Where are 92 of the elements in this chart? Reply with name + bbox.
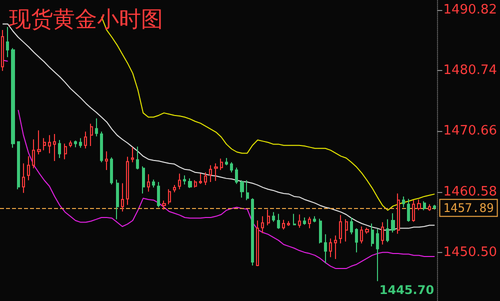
candlestick: [402, 196, 405, 208]
candlestick: [293, 213, 296, 226]
candlestick: [329, 238, 332, 258]
candlestick: [376, 228, 379, 282]
candlestick: [256, 220, 259, 267]
y-tick-label: 1450.50: [443, 244, 498, 260]
candlestick: [417, 198, 421, 211]
candlestick: [360, 226, 363, 244]
candlestick: [116, 179, 119, 220]
candlestick: [110, 156, 113, 185]
candlestick: [272, 212, 275, 222]
candlestick: [84, 131, 87, 149]
candlestick: [225, 158, 228, 166]
candlestick: [48, 134, 51, 154]
candlestick: [407, 198, 410, 222]
candlestick: [194, 180, 197, 188]
candlestick: [27, 156, 30, 181]
candlestick: [365, 227, 369, 234]
candlestick: [251, 198, 254, 266]
candlestick: [183, 174, 186, 185]
candlestick: [298, 214, 301, 228]
chart-title: 现货黄金小时图: [9, 8, 163, 32]
candlestick: [136, 146, 139, 170]
candlestick: [267, 209, 270, 226]
candlestick: [168, 188, 171, 205]
candlestick: [131, 146, 134, 163]
candlestick: [100, 131, 103, 163]
candlestick: [428, 204, 431, 212]
candlestick: [287, 220, 290, 226]
candlestick: [334, 235, 337, 260]
y-tick-label: 1480.74: [443, 63, 498, 78]
candlestick: [58, 139, 61, 159]
y-tick-label: 1470.66: [443, 124, 498, 139]
candlestick: [22, 162, 25, 194]
candlestick: [303, 216, 306, 226]
candlestick: [355, 228, 358, 253]
candlestick: [397, 192, 400, 234]
candlestick: [90, 123, 93, 146]
candlestick: [37, 130, 41, 155]
candlestick: [6, 26, 9, 58]
ref-line-label: 1457.89: [443, 200, 494, 215]
candlestick: [220, 158, 223, 171]
y-tick-label: 1490.82: [443, 2, 498, 18]
candlestick: [95, 118, 98, 137]
candlestick: [246, 180, 249, 201]
candlestick: [324, 234, 327, 264]
candlestick: [121, 182, 124, 212]
candlestick: [105, 150, 108, 171]
candlestick: [126, 156, 129, 206]
candlestick: [43, 138, 46, 151]
candlestick: [147, 174, 150, 192]
candlestick: [157, 182, 160, 208]
candlestick: [1, 30, 4, 72]
candlestick: [433, 204, 436, 210]
candlestick: [350, 216, 353, 235]
candlestick: [204, 172, 207, 186]
candlestick: [345, 218, 348, 242]
candlestick: [142, 166, 145, 194]
candlestick: [178, 173, 181, 190]
candlestick: [412, 200, 415, 222]
candlestick: [214, 162, 218, 182]
candlestick: [173, 184, 176, 193]
candlestick: [11, 48, 15, 148]
candlestick: [53, 133, 56, 162]
candlestick: [381, 222, 384, 246]
candlestick: [152, 179, 155, 188]
candlestick: [188, 178, 192, 189]
candlestick: [79, 138, 82, 148]
candlestick: [339, 214, 342, 244]
candlestick: [277, 213, 280, 230]
candlestick: [282, 219, 285, 230]
candlestick: [209, 164, 212, 183]
candlestick: [313, 216, 316, 223]
candlestick: [235, 167, 238, 184]
candlestick: [74, 140, 77, 148]
candlestick: [64, 143, 67, 160]
candlestick: [162, 200, 166, 210]
candlestick: [308, 216, 311, 229]
annotation: 1445.70: [379, 283, 434, 298]
candlestick: [199, 173, 202, 184]
candlestick: [261, 216, 264, 234]
candlestick: [69, 140, 72, 148]
candlestick: [371, 222, 374, 247]
y-tick-label: 1460.58: [443, 184, 498, 200]
candlestick: [32, 138, 35, 169]
candlestick: [423, 200, 426, 211]
candlestick: [391, 212, 395, 234]
candlestick: [230, 162, 233, 173]
candlestick: [386, 218, 389, 243]
candlestick: [240, 180, 244, 198]
candlestick: [319, 218, 322, 244]
candlestick: [17, 140, 20, 190]
